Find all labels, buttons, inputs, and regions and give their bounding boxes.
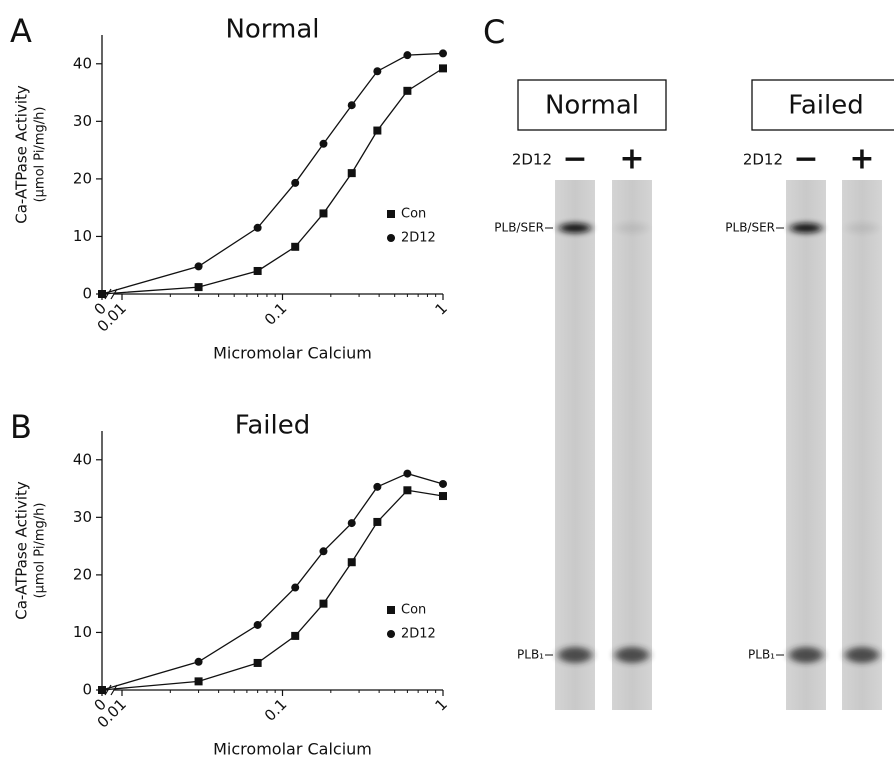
legend-marker (387, 630, 395, 638)
y-tick-label: 10 (73, 623, 92, 641)
data-point (254, 267, 262, 275)
data-point (373, 518, 381, 526)
band-label: PLB₁ (748, 648, 775, 662)
gel-panel: C Normal2D12−+PLB/SERPLB₁Failed2D12−+PLB… (483, 13, 894, 710)
gel-band (616, 223, 648, 233)
panel-label: C (483, 13, 505, 51)
data-point (319, 547, 327, 555)
legend-label: Con (401, 207, 426, 222)
data-point (439, 480, 447, 488)
y-tick-label: 0 (82, 681, 92, 699)
lane-label: + (849, 142, 874, 177)
data-point (319, 209, 327, 217)
panel-label: A (10, 12, 32, 50)
band-label: PLB/SER (494, 221, 544, 235)
x-tick-label: 1 (432, 299, 451, 318)
gel-band (615, 647, 649, 663)
gel-band (846, 223, 878, 233)
data-point (439, 49, 447, 57)
y-axis-units: (μmol Pi/mg/h) (33, 107, 48, 203)
data-point (348, 169, 356, 177)
group-title: Normal (545, 91, 639, 121)
data-point (348, 101, 356, 109)
data-point (373, 127, 381, 135)
x-axis-label: Micromolar Calcium (213, 740, 372, 759)
gel-band (845, 647, 879, 663)
x-tick-label: 0.1 (261, 695, 291, 725)
series-line (102, 68, 443, 294)
y-axis-units: (μmol Pi/mg/h) (33, 503, 48, 599)
data-point (291, 584, 299, 592)
series-line (102, 53, 443, 294)
data-point (254, 659, 262, 667)
chart-title: Failed (235, 411, 310, 441)
data-point (373, 67, 381, 75)
gel-lane (612, 180, 652, 710)
x-axis-label: Micromolar Calcium (213, 344, 372, 363)
data-point (98, 686, 106, 694)
data-point (439, 64, 447, 72)
lane-label: − (562, 142, 587, 177)
data-point (291, 243, 299, 251)
y-tick-label: 40 (73, 450, 92, 468)
legend-marker (387, 234, 395, 242)
band-label: PLB₁ (517, 648, 544, 662)
group-title: Failed (788, 91, 863, 121)
legend-marker (387, 210, 395, 218)
y-tick-label: 10 (73, 227, 92, 245)
series-line (102, 490, 443, 690)
figure: C Normal2D12−+PLB/SERPLB₁Failed2D12−+PLB… (0, 0, 894, 764)
y-tick-label: 40 (73, 54, 92, 72)
gel-band (558, 647, 592, 663)
data-point (348, 558, 356, 566)
data-point (373, 483, 381, 491)
legend-label: Con (401, 603, 426, 618)
y-tick-label: 20 (73, 169, 92, 187)
treatment-label: 2D12 (512, 151, 552, 169)
y-tick-label: 20 (73, 565, 92, 583)
gel-band (559, 223, 591, 233)
gel-lane (842, 180, 882, 710)
data-point (348, 519, 356, 527)
data-point (403, 87, 411, 95)
data-point (195, 283, 203, 291)
data-point (195, 262, 203, 270)
data-point (98, 290, 106, 298)
panel-label: B (10, 408, 32, 446)
data-point (319, 600, 327, 608)
data-point (254, 224, 262, 232)
gel-lane (555, 180, 595, 710)
legend-marker (387, 606, 395, 614)
y-axis-label: Ca-ATPase Activity (13, 85, 31, 224)
y-tick-label: 0 (82, 285, 92, 303)
gel-band (789, 647, 823, 663)
data-point (319, 140, 327, 148)
lane-label: + (619, 142, 644, 177)
data-point (403, 470, 411, 478)
gel-lane (786, 180, 826, 710)
data-point (291, 632, 299, 640)
data-point (403, 51, 411, 59)
y-tick-label: 30 (73, 508, 92, 526)
data-point (403, 486, 411, 494)
chart-title: Normal (225, 15, 319, 45)
data-point (195, 677, 203, 685)
lane-label: − (793, 142, 818, 177)
data-point (439, 492, 447, 500)
x-tick-label: 1 (432, 695, 451, 714)
band-label: PLB/SER (725, 221, 775, 235)
legend-label: 2D12 (401, 627, 436, 642)
y-axis-label: Ca-ATPase Activity (13, 481, 31, 620)
treatment-label: 2D12 (743, 151, 783, 169)
data-point (291, 179, 299, 187)
gel-band (790, 223, 822, 233)
data-point (254, 621, 262, 629)
data-point (195, 658, 203, 666)
y-tick-label: 30 (73, 112, 92, 130)
legend-label: 2D12 (401, 231, 436, 246)
x-tick-label: 0.1 (261, 299, 291, 329)
